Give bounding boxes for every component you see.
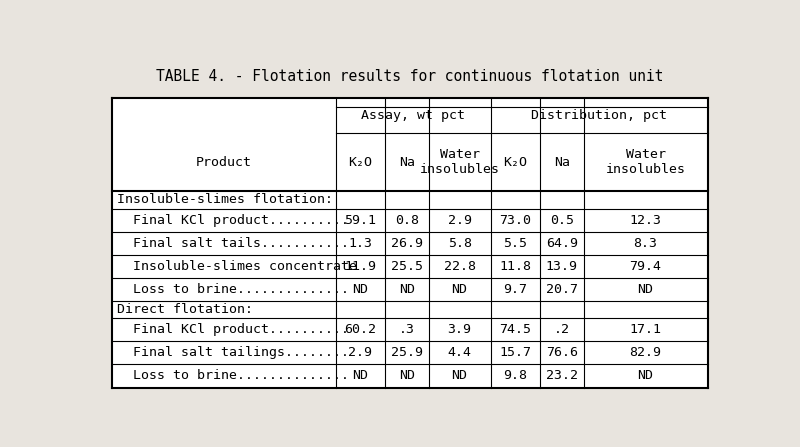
- Text: 59.1: 59.1: [345, 214, 377, 227]
- Text: ND: ND: [451, 283, 467, 296]
- Text: Insoluble-slimes flotation:: Insoluble-slimes flotation:: [118, 194, 334, 207]
- Text: Final salt tailings........: Final salt tailings........: [118, 346, 350, 359]
- Text: 2.9: 2.9: [349, 346, 373, 359]
- Text: 8.3: 8.3: [634, 237, 658, 250]
- Text: ND: ND: [638, 370, 654, 383]
- Text: 79.4: 79.4: [630, 260, 662, 273]
- Text: Final KCl product..........: Final KCl product..........: [118, 214, 350, 227]
- Text: 13.9: 13.9: [546, 260, 578, 273]
- Text: 73.0: 73.0: [499, 214, 531, 227]
- Text: ND: ND: [399, 283, 415, 296]
- Text: Final KCl product..........: Final KCl product..........: [118, 323, 350, 336]
- Text: Assay, wt pct: Assay, wt pct: [361, 109, 465, 122]
- Text: 2.9: 2.9: [448, 214, 472, 227]
- Text: ND: ND: [353, 283, 369, 296]
- Text: ND: ND: [353, 370, 369, 383]
- Text: Direct flotation:: Direct flotation:: [118, 303, 254, 316]
- Text: 23.2: 23.2: [546, 370, 578, 383]
- Text: 5.5: 5.5: [503, 237, 527, 250]
- Text: 26.9: 26.9: [391, 237, 423, 250]
- Text: Na: Na: [399, 156, 415, 169]
- Text: 64.9: 64.9: [546, 237, 578, 250]
- Text: ND: ND: [399, 370, 415, 383]
- Text: 20.7: 20.7: [546, 283, 578, 296]
- Text: K₂O: K₂O: [503, 156, 527, 169]
- Text: Final salt tails...........: Final salt tails...........: [118, 237, 350, 250]
- Text: Na: Na: [554, 156, 570, 169]
- Text: 25.5: 25.5: [391, 260, 423, 273]
- Text: 11.9: 11.9: [345, 260, 377, 273]
- Text: 12.3: 12.3: [630, 214, 662, 227]
- Text: Distribution, pct: Distribution, pct: [531, 109, 667, 122]
- Text: Product: Product: [196, 156, 252, 169]
- Text: 25.9: 25.9: [391, 346, 423, 359]
- Text: 22.8: 22.8: [443, 260, 475, 273]
- Text: 0.5: 0.5: [550, 214, 574, 227]
- Text: Loss to brine..............: Loss to brine..............: [118, 370, 350, 383]
- Text: 4.4: 4.4: [448, 346, 472, 359]
- Text: 9.8: 9.8: [503, 370, 527, 383]
- Text: 76.6: 76.6: [546, 346, 578, 359]
- Text: 0.8: 0.8: [395, 214, 419, 227]
- Text: 82.9: 82.9: [630, 346, 662, 359]
- Text: ND: ND: [638, 283, 654, 296]
- Text: 74.5: 74.5: [499, 323, 531, 336]
- Text: .3: .3: [399, 323, 415, 336]
- Text: K₂O: K₂O: [349, 156, 373, 169]
- Text: 11.8: 11.8: [499, 260, 531, 273]
- Text: Water
insolubles: Water insolubles: [420, 148, 499, 176]
- Text: 1.3: 1.3: [349, 237, 373, 250]
- Text: ND: ND: [451, 370, 467, 383]
- Bar: [112, 98, 707, 388]
- Text: 60.2: 60.2: [345, 323, 377, 336]
- Text: 9.7: 9.7: [503, 283, 527, 296]
- Text: 3.9: 3.9: [448, 323, 472, 336]
- Text: 17.1: 17.1: [630, 323, 662, 336]
- Text: Loss to brine..............: Loss to brine..............: [118, 283, 350, 296]
- Text: TABLE 4. - Flotation results for continuous flotation unit: TABLE 4. - Flotation results for continu…: [156, 69, 664, 84]
- Text: 15.7: 15.7: [499, 346, 531, 359]
- Text: 5.8: 5.8: [448, 237, 472, 250]
- Text: Water
insolubles: Water insolubles: [606, 148, 686, 176]
- Text: Insoluble-slimes concentrate: Insoluble-slimes concentrate: [118, 260, 358, 273]
- Text: .2: .2: [554, 323, 570, 336]
